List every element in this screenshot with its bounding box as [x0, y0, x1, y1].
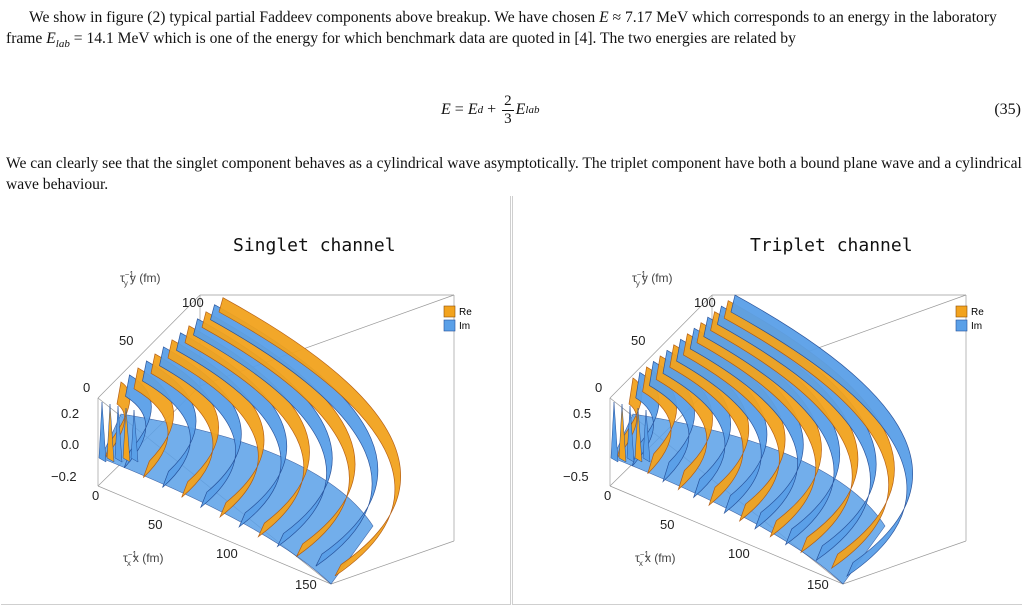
z-tick-mid: 0.0 [61, 437, 79, 452]
equation-elab-subscript: lab [525, 104, 540, 116]
x-axis-label: τ−1 x x (fm) [123, 550, 164, 568]
legend-re-swatch [955, 305, 968, 318]
z-tick-bottom: −0.2 [51, 469, 77, 484]
surface-band [123, 374, 152, 469]
legend: Re Im [443, 305, 472, 332]
equation-number: (35) [994, 101, 1021, 118]
legend-im-swatch [955, 319, 968, 332]
plot-title: Triplet channel [750, 235, 913, 256]
legend-im-label: Im [459, 321, 470, 332]
z-tick-top: 0.2 [61, 406, 79, 421]
fraction-numerator: 2 [502, 92, 514, 111]
legend-re-label: Re [459, 307, 472, 318]
origin-oscillation [106, 403, 115, 463]
x-tick-150: 150 [295, 577, 317, 592]
equation-equals: = [450, 101, 468, 118]
paragraph-text: We show in figure (2) typical partial Fa… [29, 9, 600, 26]
y-tick-50: 50 [631, 333, 645, 348]
origin-oscillation [114, 405, 123, 463]
paragraph-conclusion: We can clearly see that the singlet comp… [6, 155, 1022, 193]
fraction-denominator: 3 [504, 110, 512, 127]
box-edge [97, 485, 332, 585]
x-tick-0: 0 [92, 488, 99, 503]
z-tick-top: 0.5 [573, 406, 591, 421]
equation-lhs: E [441, 101, 451, 118]
origin-oscillation [642, 409, 651, 463]
origin-oscillation [98, 401, 107, 463]
origin-oscillation [634, 407, 643, 463]
equation-fraction: 2 3 [502, 93, 514, 128]
plot-title: Singlet channel [233, 235, 396, 256]
x-tick-150: 150 [807, 577, 829, 592]
surface-band [218, 297, 401, 577]
box-edge [330, 540, 455, 585]
paragraph-text: = 14.1 MeV which is one of the energy fo… [69, 30, 796, 47]
triplet-surface-plot: Triplet channel Re Im τ−1 y y (fm) 100 50 … [563, 235, 984, 592]
singlet-surface-plot: Singlet channel Re Im τ−1 y y (fm) 100 50 … [51, 235, 472, 592]
origin-oscillation [610, 401, 619, 463]
box-edge [609, 485, 844, 585]
x-tick-0: 0 [604, 488, 611, 503]
surface-band [167, 339, 265, 519]
box-edge [842, 540, 967, 585]
x-tick-100: 100 [728, 546, 750, 561]
energy-symbol: E [599, 9, 609, 26]
y-tick-100: 100 [182, 295, 204, 310]
paragraph-intro: We show in figure (2) typical partial Fa… [6, 7, 1022, 55]
y-tick-100: 100 [694, 295, 716, 310]
surface-band [159, 346, 242, 509]
plot-singlet: Singlet channel Re Im τ−1 y y (fm) 100 50 … [1, 196, 511, 605]
legend-re-label: Re [971, 307, 984, 318]
legend: Re Im [955, 305, 984, 332]
surface-band [730, 294, 913, 577]
x-tick-50: 50 [148, 517, 162, 532]
x-tick-100: 100 [216, 546, 238, 561]
box-edge [609, 294, 713, 399]
surface-band [104, 381, 131, 459]
origin-oscillation [618, 403, 627, 463]
paragraph-text: ≈ 7.17 MeV which corresponds to an energ… [6, 9, 997, 47]
y-tick-50: 50 [119, 333, 133, 348]
y-tick-0: 0 [595, 380, 602, 395]
legend-re-swatch [443, 305, 456, 318]
y-axis-label: τ−1 y y (fm) [120, 270, 161, 288]
triplet-surface [609, 294, 967, 585]
x-tick-50: 50 [660, 517, 674, 532]
y-axis-label: τ−1 y y (fm) [632, 270, 673, 288]
legend-im-label: Im [971, 321, 982, 332]
origin-oscillation [626, 405, 635, 463]
figure-2: Singlet channel Re Im τ−1 y y (fm) 100 50 … [0, 196, 1029, 606]
equation-ed-subscript: d [477, 104, 484, 116]
y-tick-0: 0 [83, 380, 90, 395]
z-tick-mid: 0.0 [573, 437, 591, 452]
energy-lab-symbol: E [46, 30, 56, 47]
equation-plus: + [483, 101, 501, 118]
equation-elab-symbol: E [515, 101, 526, 118]
equation-ed-symbol: E [467, 101, 478, 118]
legend-im-swatch [443, 319, 456, 332]
origin-oscillation [122, 407, 131, 463]
origin-oscillation [130, 409, 139, 463]
box-edge [97, 294, 201, 399]
energy-lab-subscript: lab [55, 38, 70, 51]
singlet-surface [97, 294, 455, 585]
plot-triplet: Triplet channel Re Im τ−1 y y (fm) 100 50 … [512, 196, 1022, 605]
x-axis-label: τ−1 x x (fm) [635, 550, 676, 568]
z-tick-bottom: −0.5 [563, 469, 589, 484]
